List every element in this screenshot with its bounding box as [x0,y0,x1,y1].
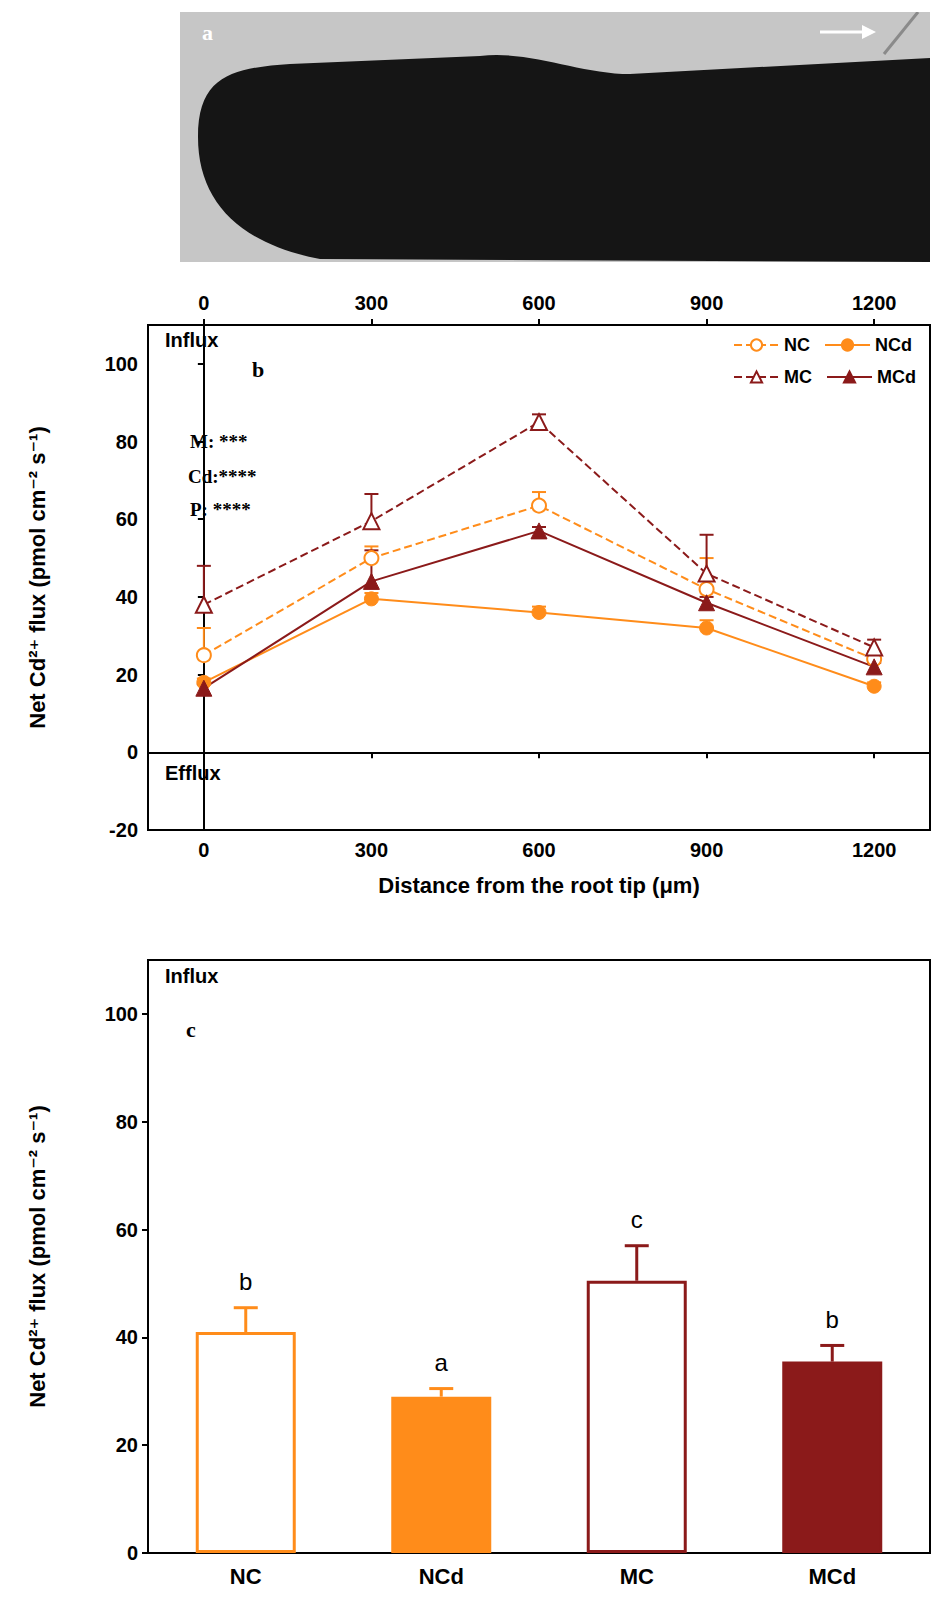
svg-text:Efflux: Efflux [165,762,221,784]
svg-text:60: 60 [116,508,138,530]
svg-text:b: b [252,357,264,382]
svg-text:NCd: NCd [419,1564,464,1589]
svg-text:MCd: MCd [877,367,916,387]
svg-text:Cd:****: Cd:**** [188,466,257,487]
svg-text:MCd: MCd [808,1564,856,1589]
svg-text:MC: MC [784,367,812,387]
svg-text:MC: MC [620,1564,654,1589]
svg-text:300: 300 [355,839,388,861]
svg-text:20: 20 [116,1434,138,1456]
svg-text:600: 600 [522,292,555,314]
svg-text:NC: NC [230,1564,262,1589]
svg-text:80: 80 [116,1111,138,1133]
svg-text:60: 60 [116,1219,138,1241]
svg-text:Influx: Influx [165,965,218,987]
svg-text:20: 20 [116,664,138,686]
svg-text:1200: 1200 [852,292,897,314]
svg-text:b: b [826,1306,839,1333]
svg-text:M: ***: M: *** [190,431,248,452]
svg-text:-20: -20 [109,819,138,841]
svg-text:c: c [631,1206,643,1233]
svg-text:900: 900 [690,292,723,314]
svg-text:0: 0 [198,292,209,314]
svg-text:600: 600 [522,839,555,861]
svg-text:100: 100 [105,1003,138,1025]
svg-text:300: 300 [355,292,388,314]
svg-text:Distance from the root tip (μm: Distance from the root tip (μm) [378,873,699,898]
svg-text:100: 100 [105,353,138,375]
svg-text:c: c [186,1017,196,1042]
svg-text:40: 40 [116,1326,138,1348]
svg-text:NCd: NCd [875,335,912,355]
svg-text:Net Cd²⁺ flux (pmol cm⁻² s⁻¹): Net Cd²⁺ flux (pmol cm⁻² s⁻¹) [25,426,50,729]
svg-text:Influx: Influx [165,329,218,351]
svg-text:0: 0 [127,1542,138,1564]
svg-text:1200: 1200 [852,839,897,861]
svg-text:P: ****: P: **** [190,499,251,520]
svg-text:40: 40 [116,586,138,608]
svg-text:80: 80 [116,431,138,453]
svg-text:b: b [239,1268,252,1295]
svg-text:Net Cd²⁺ flux (pmol cm⁻² s⁻¹): Net Cd²⁺ flux (pmol cm⁻² s⁻¹) [25,1105,50,1408]
svg-text:NC: NC [784,335,810,355]
svg-text:a: a [202,20,213,45]
svg-text:900: 900 [690,839,723,861]
svg-text:a: a [435,1349,449,1376]
svg-text:0: 0 [198,839,209,861]
svg-text:0: 0 [127,741,138,763]
